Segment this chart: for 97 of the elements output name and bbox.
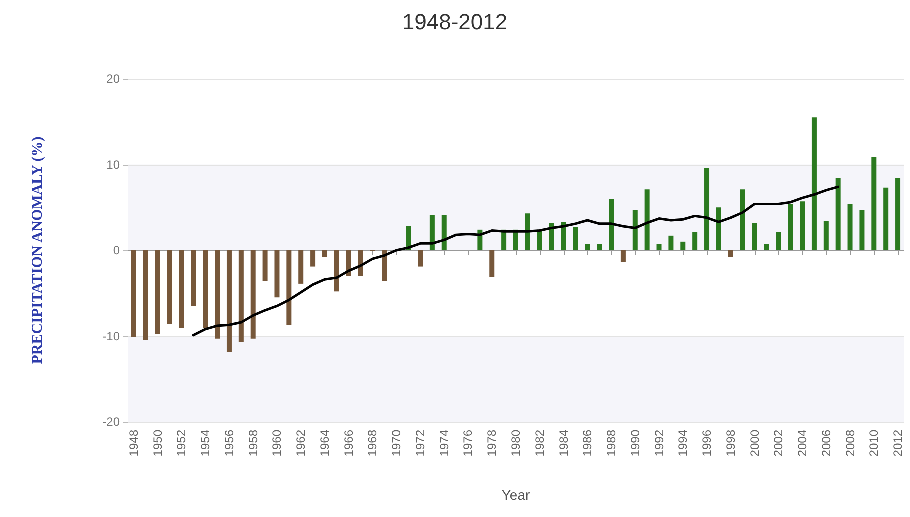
bar <box>537 230 542 250</box>
bar <box>680 242 686 250</box>
x-tick-label: 2010 <box>867 430 882 457</box>
bar <box>632 210 638 250</box>
y-tick-label: 10 <box>106 158 120 172</box>
x-tick-label: 1986 <box>580 430 595 457</box>
x-tick-label: 2008 <box>843 430 858 457</box>
line-series <box>192 186 840 337</box>
bar <box>824 221 829 250</box>
bar <box>597 244 602 250</box>
x-tick-label: 1976 <box>461 430 476 457</box>
x-tick-label: 2006 <box>819 430 834 457</box>
bar <box>776 232 782 250</box>
bar <box>609 199 614 250</box>
bar <box>310 250 316 267</box>
bar <box>286 250 292 326</box>
bar <box>740 190 746 250</box>
bar <box>525 214 530 250</box>
bar <box>490 250 495 278</box>
bar <box>692 232 698 250</box>
bar <box>656 244 662 250</box>
x-tick-label: 1994 <box>676 430 690 457</box>
bar <box>848 204 853 250</box>
bar <box>716 208 722 250</box>
bar <box>549 223 554 250</box>
bar <box>573 227 578 250</box>
bar <box>644 190 650 250</box>
bar <box>215 250 220 339</box>
x-tick-label: 1964 <box>318 430 332 457</box>
bar <box>884 188 889 250</box>
y-tick-label: -10 <box>102 329 120 344</box>
bar <box>836 178 841 250</box>
x-tick-label: 1980 <box>509 430 523 457</box>
x-tick-label: 1984 <box>556 430 571 457</box>
bar <box>442 215 447 250</box>
x-tick-label: 2000 <box>748 430 762 457</box>
x-tick-label: 1972 <box>413 430 428 457</box>
bar <box>704 168 710 250</box>
bar <box>561 222 566 250</box>
bar <box>322 250 328 258</box>
x-tick-label: 1954 <box>198 430 213 457</box>
bar <box>860 210 865 250</box>
bar <box>131 250 136 338</box>
x-tick-label: 1958 <box>246 430 260 457</box>
x-tick-label: 1990 <box>628 430 642 457</box>
y-tick-label: 0 <box>113 244 120 258</box>
bar <box>585 244 590 250</box>
bar <box>418 250 423 267</box>
x-tick-label: 1998 <box>724 430 738 457</box>
x-tick-label: 1982 <box>532 430 547 457</box>
bar <box>896 178 901 250</box>
bar <box>274 250 280 298</box>
bar <box>250 250 256 339</box>
x-tick-label: 1952 <box>174 430 189 457</box>
bar <box>430 215 435 250</box>
x-tick-label: 1950 <box>150 430 165 457</box>
bar <box>167 250 172 324</box>
bar <box>179 250 184 329</box>
bar <box>143 250 148 341</box>
bar <box>728 250 734 258</box>
bar <box>298 250 304 284</box>
bar <box>382 250 388 282</box>
x-axis-title: Year <box>502 487 530 503</box>
x-tick-label: 1970 <box>390 430 404 457</box>
x-tick-label: 1956 <box>222 430 236 457</box>
x-tick-label: 1948 <box>126 430 141 457</box>
bar <box>238 250 244 342</box>
y-axis-title: PRECIPITATION ANOMALY (%) <box>30 136 46 364</box>
bar <box>800 202 806 250</box>
bar <box>788 204 794 250</box>
x-tick-label: 2012 <box>891 430 906 457</box>
x-tick-label: 1988 <box>604 430 619 457</box>
x-tick-label: 1996 <box>700 430 714 457</box>
bar <box>872 157 877 250</box>
y-tick-label: -20 <box>102 415 120 429</box>
x-tick-label: 1974 <box>437 430 452 457</box>
y-tick-label: 20 <box>106 72 120 86</box>
x-tick-label: 1968 <box>366 430 380 457</box>
x-tick-label: 1966 <box>342 430 356 457</box>
bar <box>226 250 232 353</box>
bar <box>620 250 626 263</box>
bar <box>191 250 196 306</box>
bar <box>203 250 208 329</box>
bar <box>668 236 674 250</box>
x-tick-label: 1962 <box>294 430 308 457</box>
x-tick-label: 2004 <box>796 430 810 457</box>
x-tick-label: 1960 <box>270 430 284 457</box>
bar <box>262 250 268 282</box>
bar <box>764 244 770 250</box>
x-tick-label: 2002 <box>772 430 786 457</box>
bar <box>812 118 817 250</box>
bar <box>334 250 340 292</box>
bar <box>155 250 160 335</box>
x-tick-label: 1992 <box>652 430 666 457</box>
bar <box>752 223 758 250</box>
chart-title: 1948-2012 <box>402 10 508 34</box>
x-tick-label: 1978 <box>485 430 500 457</box>
